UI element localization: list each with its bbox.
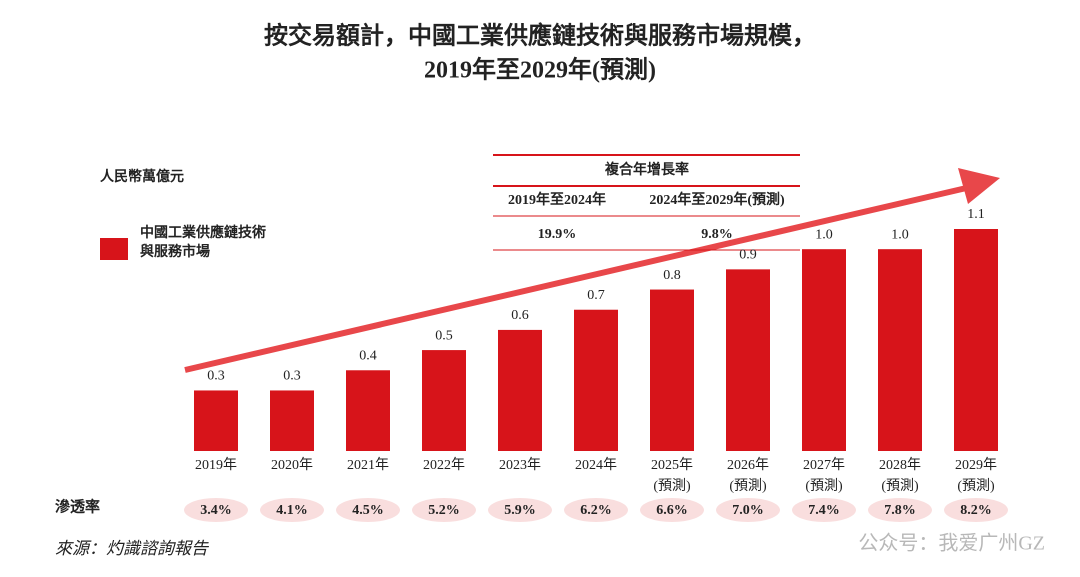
penetration-badge bbox=[944, 498, 1008, 522]
penetration-badge bbox=[792, 498, 856, 522]
penetration-value: 4.1% bbox=[276, 503, 308, 518]
x-tick-note: (預測) bbox=[805, 478, 843, 494]
bar bbox=[346, 370, 390, 451]
x-tick-label: 2023年 bbox=[499, 457, 541, 473]
chart-subtitle: 2019年至2029年(預測) bbox=[424, 56, 656, 84]
x-tick-label: 2020年 bbox=[271, 457, 313, 473]
value-label: 0.4 bbox=[359, 348, 377, 363]
penetration-badge bbox=[868, 498, 932, 522]
x-tick-note: (預測) bbox=[653, 478, 691, 494]
cagr-title: 複合年增長率 bbox=[604, 161, 689, 178]
x-tick-label: 2025年 bbox=[651, 457, 693, 473]
cagr-period: 2019年至2024年 bbox=[508, 191, 606, 208]
penetration-badge bbox=[488, 498, 552, 522]
penetration-value: 3.4% bbox=[200, 503, 232, 518]
bar bbox=[954, 229, 998, 451]
penetration-value: 7.8% bbox=[884, 503, 916, 518]
source: 來源：灼識諮詢報告 bbox=[55, 539, 210, 558]
bar bbox=[574, 309, 618, 451]
bar bbox=[270, 390, 314, 451]
x-tick-label: 2029年 bbox=[955, 457, 997, 473]
legend-swatch bbox=[100, 238, 128, 260]
penetration-value: 7.4% bbox=[808, 503, 840, 518]
x-tick-note: (預測) bbox=[881, 478, 919, 494]
bar bbox=[194, 390, 238, 451]
penetration-value: 5.9% bbox=[504, 503, 536, 518]
x-tick-label: 2024年 bbox=[575, 457, 617, 473]
value-label: 0.3 bbox=[283, 369, 301, 384]
x-tick-label: 2019年 bbox=[195, 457, 237, 473]
x-tick-label: 2027年 bbox=[803, 457, 845, 473]
cagr-box: 複合年增長率 2019年至2024年 2024年至2029年(預測) 19.9%… bbox=[493, 154, 800, 251]
value-label: 1.0 bbox=[815, 227, 833, 242]
value-label: 0.7 bbox=[587, 288, 605, 303]
penetration-value: 7.0% bbox=[732, 503, 764, 518]
cagr-value: 19.9% bbox=[538, 227, 577, 242]
penetration-badge bbox=[260, 498, 324, 522]
x-tick-note: (預測) bbox=[729, 478, 767, 494]
penetration-value: 6.6% bbox=[656, 503, 688, 518]
x-tick-label: 2028年 bbox=[879, 457, 921, 473]
trend-arrow bbox=[184, 168, 1000, 373]
value-label: 1.0 bbox=[891, 227, 909, 242]
bar bbox=[802, 249, 846, 451]
x-tick-note: (預測) bbox=[957, 478, 995, 494]
bar bbox=[498, 329, 542, 451]
x-tick-label: 2026年 bbox=[727, 457, 769, 473]
cagr-value: 9.8% bbox=[701, 227, 733, 242]
x-tick-label: 2021年 bbox=[347, 457, 389, 473]
cagr-period: 2024年至2029年(預測) bbox=[649, 191, 785, 208]
penetration-badge bbox=[412, 498, 476, 522]
value-label: 0.8 bbox=[663, 268, 681, 283]
penetration-value: 4.5% bbox=[352, 503, 384, 518]
penetration-label: 滲透率 bbox=[55, 497, 100, 515]
penetration-value: 6.2% bbox=[580, 503, 612, 518]
bar bbox=[726, 269, 770, 451]
value-label: 1.1 bbox=[967, 207, 985, 222]
penetration-badge bbox=[336, 498, 400, 522]
value-label: 0.3 bbox=[207, 369, 225, 384]
penetration-value: 8.2% bbox=[960, 503, 992, 518]
unit-label: 人民幣萬億元 bbox=[100, 168, 184, 185]
bar bbox=[650, 289, 694, 451]
chart-title: 按交易額計，中國工業供應鏈技術與服務市場規模， bbox=[264, 22, 816, 50]
value-label: 0.9 bbox=[739, 248, 757, 263]
value-label: 0.6 bbox=[511, 308, 529, 323]
x-tick-label: 2022年 bbox=[423, 457, 465, 473]
watermark: 公众号：我爱广州GZ bbox=[858, 532, 1045, 555]
penetration-badge bbox=[716, 498, 780, 522]
penetration-badge bbox=[640, 498, 704, 522]
value-label: 0.5 bbox=[435, 328, 453, 343]
penetration-badge bbox=[564, 498, 628, 522]
bar bbox=[878, 249, 922, 451]
bar bbox=[422, 350, 466, 451]
legend-label: 中國工業供應鏈技術與服務市場 bbox=[140, 226, 266, 260]
penetration-badge bbox=[184, 498, 248, 522]
penetration-value: 5.2% bbox=[428, 503, 460, 518]
